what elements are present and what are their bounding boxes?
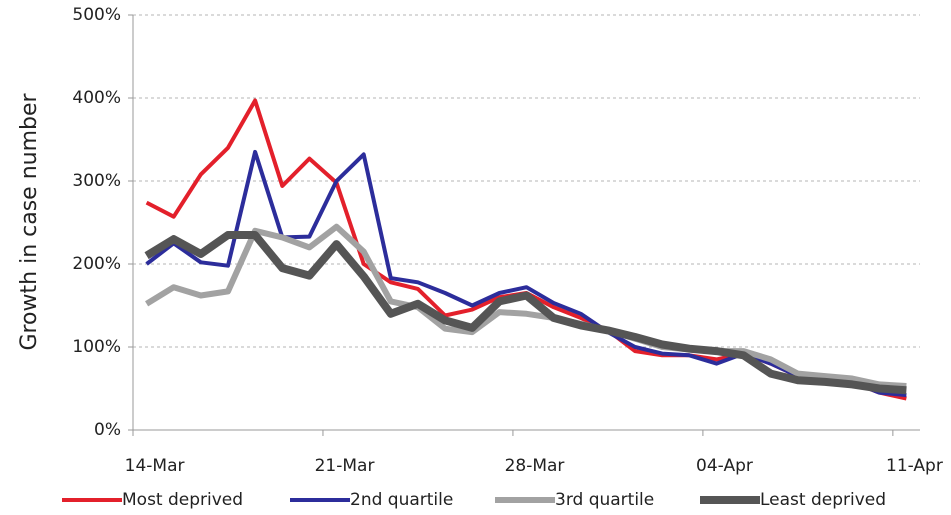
y-tick-label: 200%	[72, 254, 121, 274]
series-line	[144, 231, 907, 395]
legend-label: Most deprived	[122, 490, 243, 510]
x-tick-label: 11-Apr	[886, 456, 943, 476]
legend-label: 2nd quartile	[350, 490, 453, 510]
y-axis-label: Growth in case number	[17, 92, 42, 350]
series-line	[145, 149, 907, 398]
x-tick-label: 14-Mar	[125, 456, 185, 476]
y-tick-label: 0%	[94, 420, 121, 440]
legend-label: 3rd quartile	[555, 490, 654, 510]
series-line	[145, 98, 907, 401]
y-tick-label: 400%	[72, 88, 121, 108]
y-tick-label: 300%	[72, 171, 121, 191]
y-tick-label: 500%	[72, 5, 121, 25]
legend-label: Least deprived	[760, 490, 886, 510]
x-tick-label: 28-Mar	[505, 456, 565, 476]
y-tick-label: 100%	[72, 337, 121, 357]
x-tick-label: 04-Apr	[696, 456, 753, 476]
series-line	[145, 223, 907, 389]
x-tick-label: 21-Mar	[315, 456, 375, 476]
